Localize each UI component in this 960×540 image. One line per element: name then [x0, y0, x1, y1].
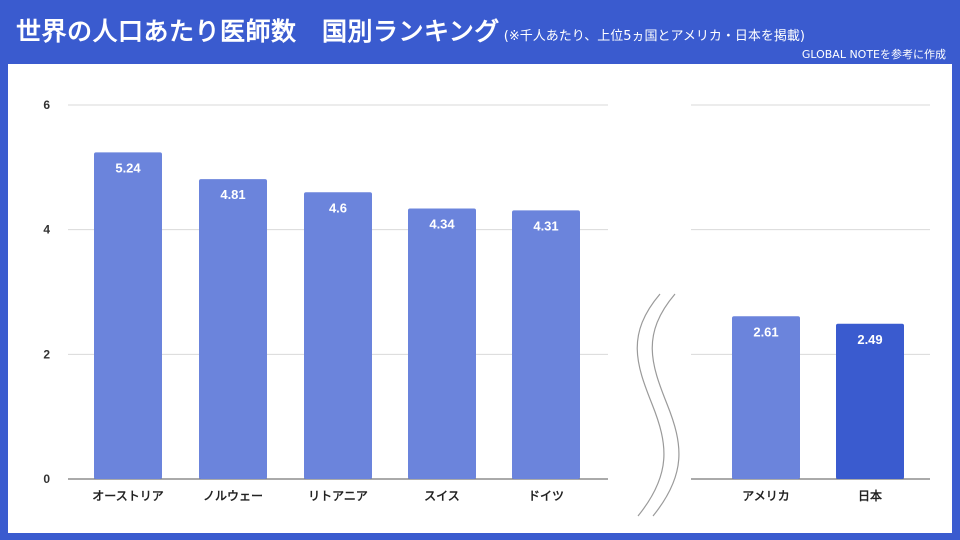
bar-chart: 0 2 4 6 5.24 オーストリア 4.81 ノルウェー 4.6 リトアニア 4.34 スイス 4.… [43, 98, 930, 517]
y-tick-label: 0 [43, 472, 50, 486]
y-tick-label: 4 [43, 223, 50, 237]
bar-2 [304, 192, 372, 479]
category-label-3: スイス [424, 489, 460, 503]
bar-0 [94, 152, 162, 479]
axis-break-line-1 [651, 293, 680, 517]
bar-6 [836, 323, 904, 479]
bar-3 [408, 208, 476, 479]
data-label-3: 4.34 [429, 216, 455, 231]
category-label-0: オーストリア [92, 489, 163, 503]
category-label-6: 日本 [858, 488, 882, 503]
data-label-5: 2.61 [753, 324, 778, 339]
bar-1 [199, 179, 267, 479]
y-tick-label: 2 [43, 347, 50, 361]
data-label-0: 5.24 [115, 160, 141, 175]
source-note: GLOBAL NOTEを参考に作成 [801, 48, 946, 61]
category-label-5: アメリカ [742, 489, 789, 503]
data-label-4: 4.31 [533, 218, 558, 233]
title-bar: 世界の人口あたり医師数 国別ランキング (※千人あたり、上位5ヵ国とアメリカ・日本… [0, 0, 960, 64]
bar-4 [512, 210, 580, 480]
chart-subtitle: (※千人あたり、上位5ヵ国とアメリカ・日本を掲載) [503, 29, 805, 44]
data-label-2: 4.6 [329, 200, 347, 215]
axis-break-line-0 [636, 293, 665, 517]
bar-5 [732, 316, 800, 479]
chart-panel: 0 2 4 6 5.24 オーストリア 4.81 ノルウェー 4.6 リトアニア 4.34 スイス 4.… [8, 64, 952, 533]
category-label-2: リトアニア [308, 489, 368, 503]
y-tick-label: 6 [43, 98, 50, 112]
category-label-4: ドイツ [528, 489, 564, 503]
chart-title-text: 世界の人口あたり医師数 国別ランキング [16, 17, 500, 46]
category-label-1: ノルウェー [203, 489, 263, 503]
chart-title: 世界の人口あたり医師数 国別ランキング (※千人あたり、上位5ヵ国とアメリカ・日本… [16, 12, 805, 48]
data-label-1: 4.81 [220, 187, 245, 202]
data-label-6: 2.49 [857, 332, 882, 347]
